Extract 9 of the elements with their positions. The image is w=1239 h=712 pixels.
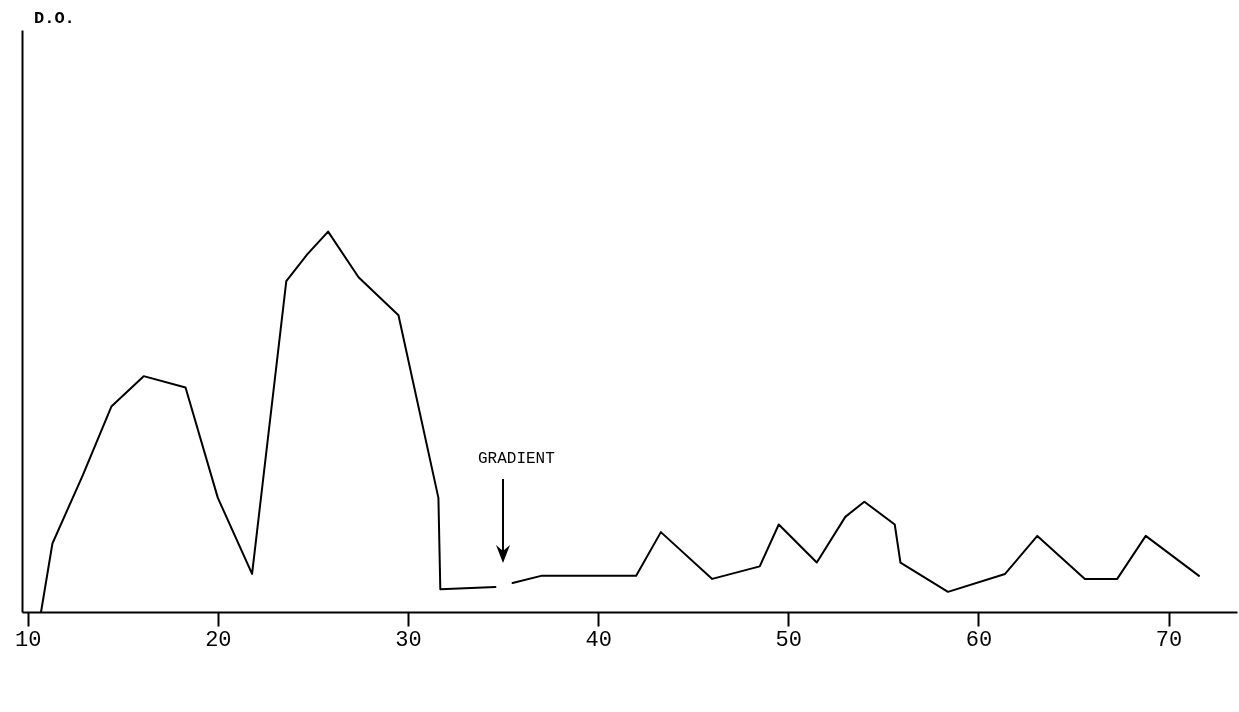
text: D.O. [34, 9, 75, 28]
x-tick-label: 10 [15, 627, 42, 653]
x-tick-label: 40 [585, 627, 612, 653]
x-tick-label: 20 [205, 627, 232, 653]
x-tick-label: 30 [395, 627, 422, 653]
x-tick-label: 50 [775, 627, 802, 653]
x-tick-label: 60 [965, 627, 993, 653]
annotation: GRADIENT [478, 450, 555, 468]
x-tick-label: 70 [1155, 627, 1183, 653]
